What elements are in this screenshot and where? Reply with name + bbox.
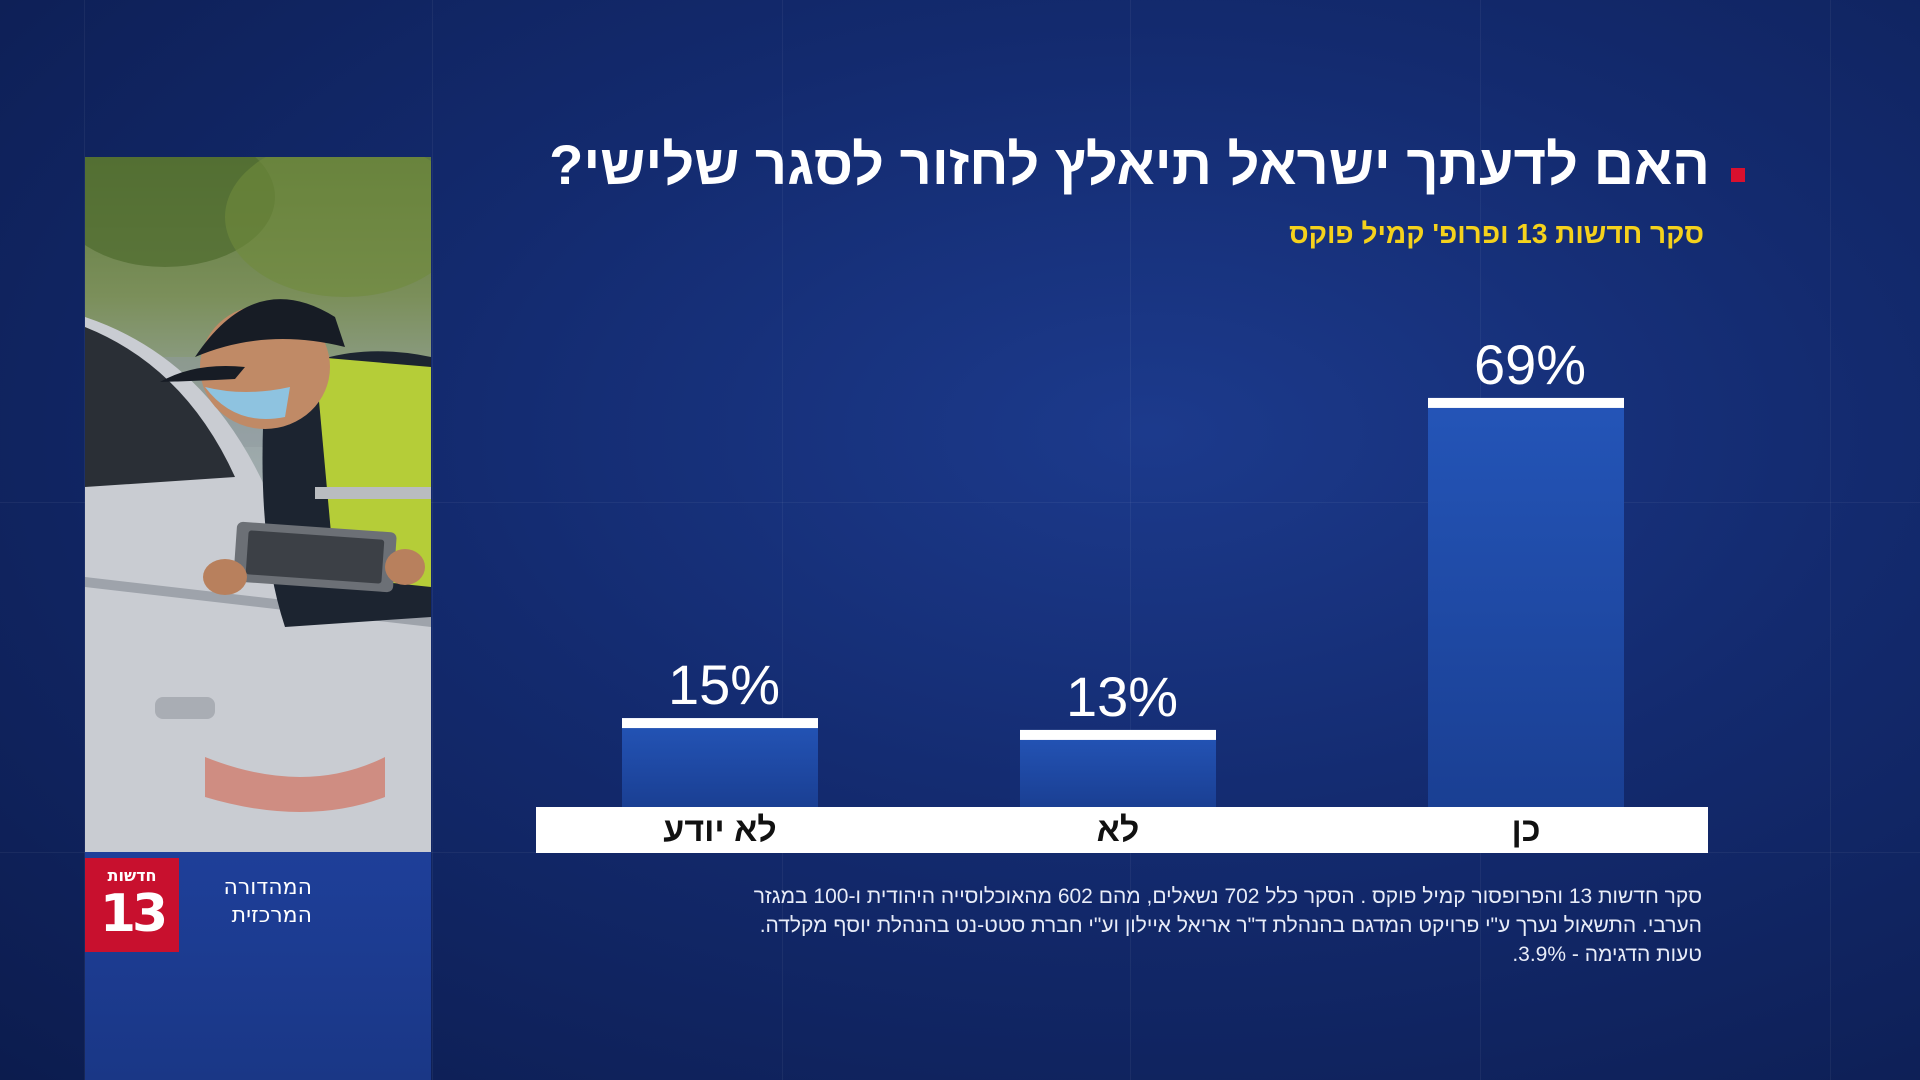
grid-line	[84, 0, 85, 1080]
chart-subtitle: סקר חדשות 13 ופרופ' קמיל פוקס	[1289, 218, 1704, 249]
bar-cap-1	[1020, 729, 1216, 740]
edition-line-1: המהדורה	[223, 875, 312, 900]
footnote-line-1: סקר חדשות 13 והפרופסור קמיל פוקס . הסקר …	[753, 885, 1702, 908]
grid-line	[782, 0, 783, 1080]
bar-2	[1428, 397, 1624, 807]
bar-0	[622, 718, 818, 807]
bar-cap-2	[1428, 397, 1624, 408]
category-axis-bar	[536, 807, 1708, 853]
logo-number: 13	[99, 884, 168, 944]
edition-line-2: המרכזית	[231, 903, 312, 928]
chart-title: האם לדעתך ישראל תיאלץ לחזור לסגר שלישי?	[549, 133, 1710, 196]
news-photo	[85, 157, 431, 852]
footnote-line-3: טעות הדגימה - 3.9%.	[1512, 943, 1702, 966]
grid-line	[1130, 0, 1131, 1080]
value-label-0: 15%	[668, 653, 780, 716]
edition-label: המהדורה המרכזית	[192, 874, 312, 930]
grid-line	[432, 0, 433, 1080]
bar-cap-0	[622, 718, 818, 729]
category-label: כן	[1511, 811, 1541, 849]
category-label: לא יודע	[663, 811, 777, 849]
grid-line	[0, 502, 1920, 503]
category-label: לא	[1096, 811, 1140, 849]
footnote-line-2: הערבי. התשאול נערך ע"י פרויקט המדגם בהנה…	[759, 914, 1702, 937]
value-label-2: 69%	[1474, 333, 1586, 396]
grid-line	[1830, 0, 1831, 1080]
channel-13-logo: חדשות 13	[85, 858, 179, 952]
bar-1	[1020, 729, 1216, 807]
survey-footnote: סקר חדשות 13 והפרופסור קמיל פוקס . הסקר …	[540, 882, 1702, 969]
title-marker-icon	[1731, 168, 1745, 182]
value-label-1: 13%	[1066, 665, 1178, 728]
logo-small-text: חדשות	[107, 866, 157, 885]
